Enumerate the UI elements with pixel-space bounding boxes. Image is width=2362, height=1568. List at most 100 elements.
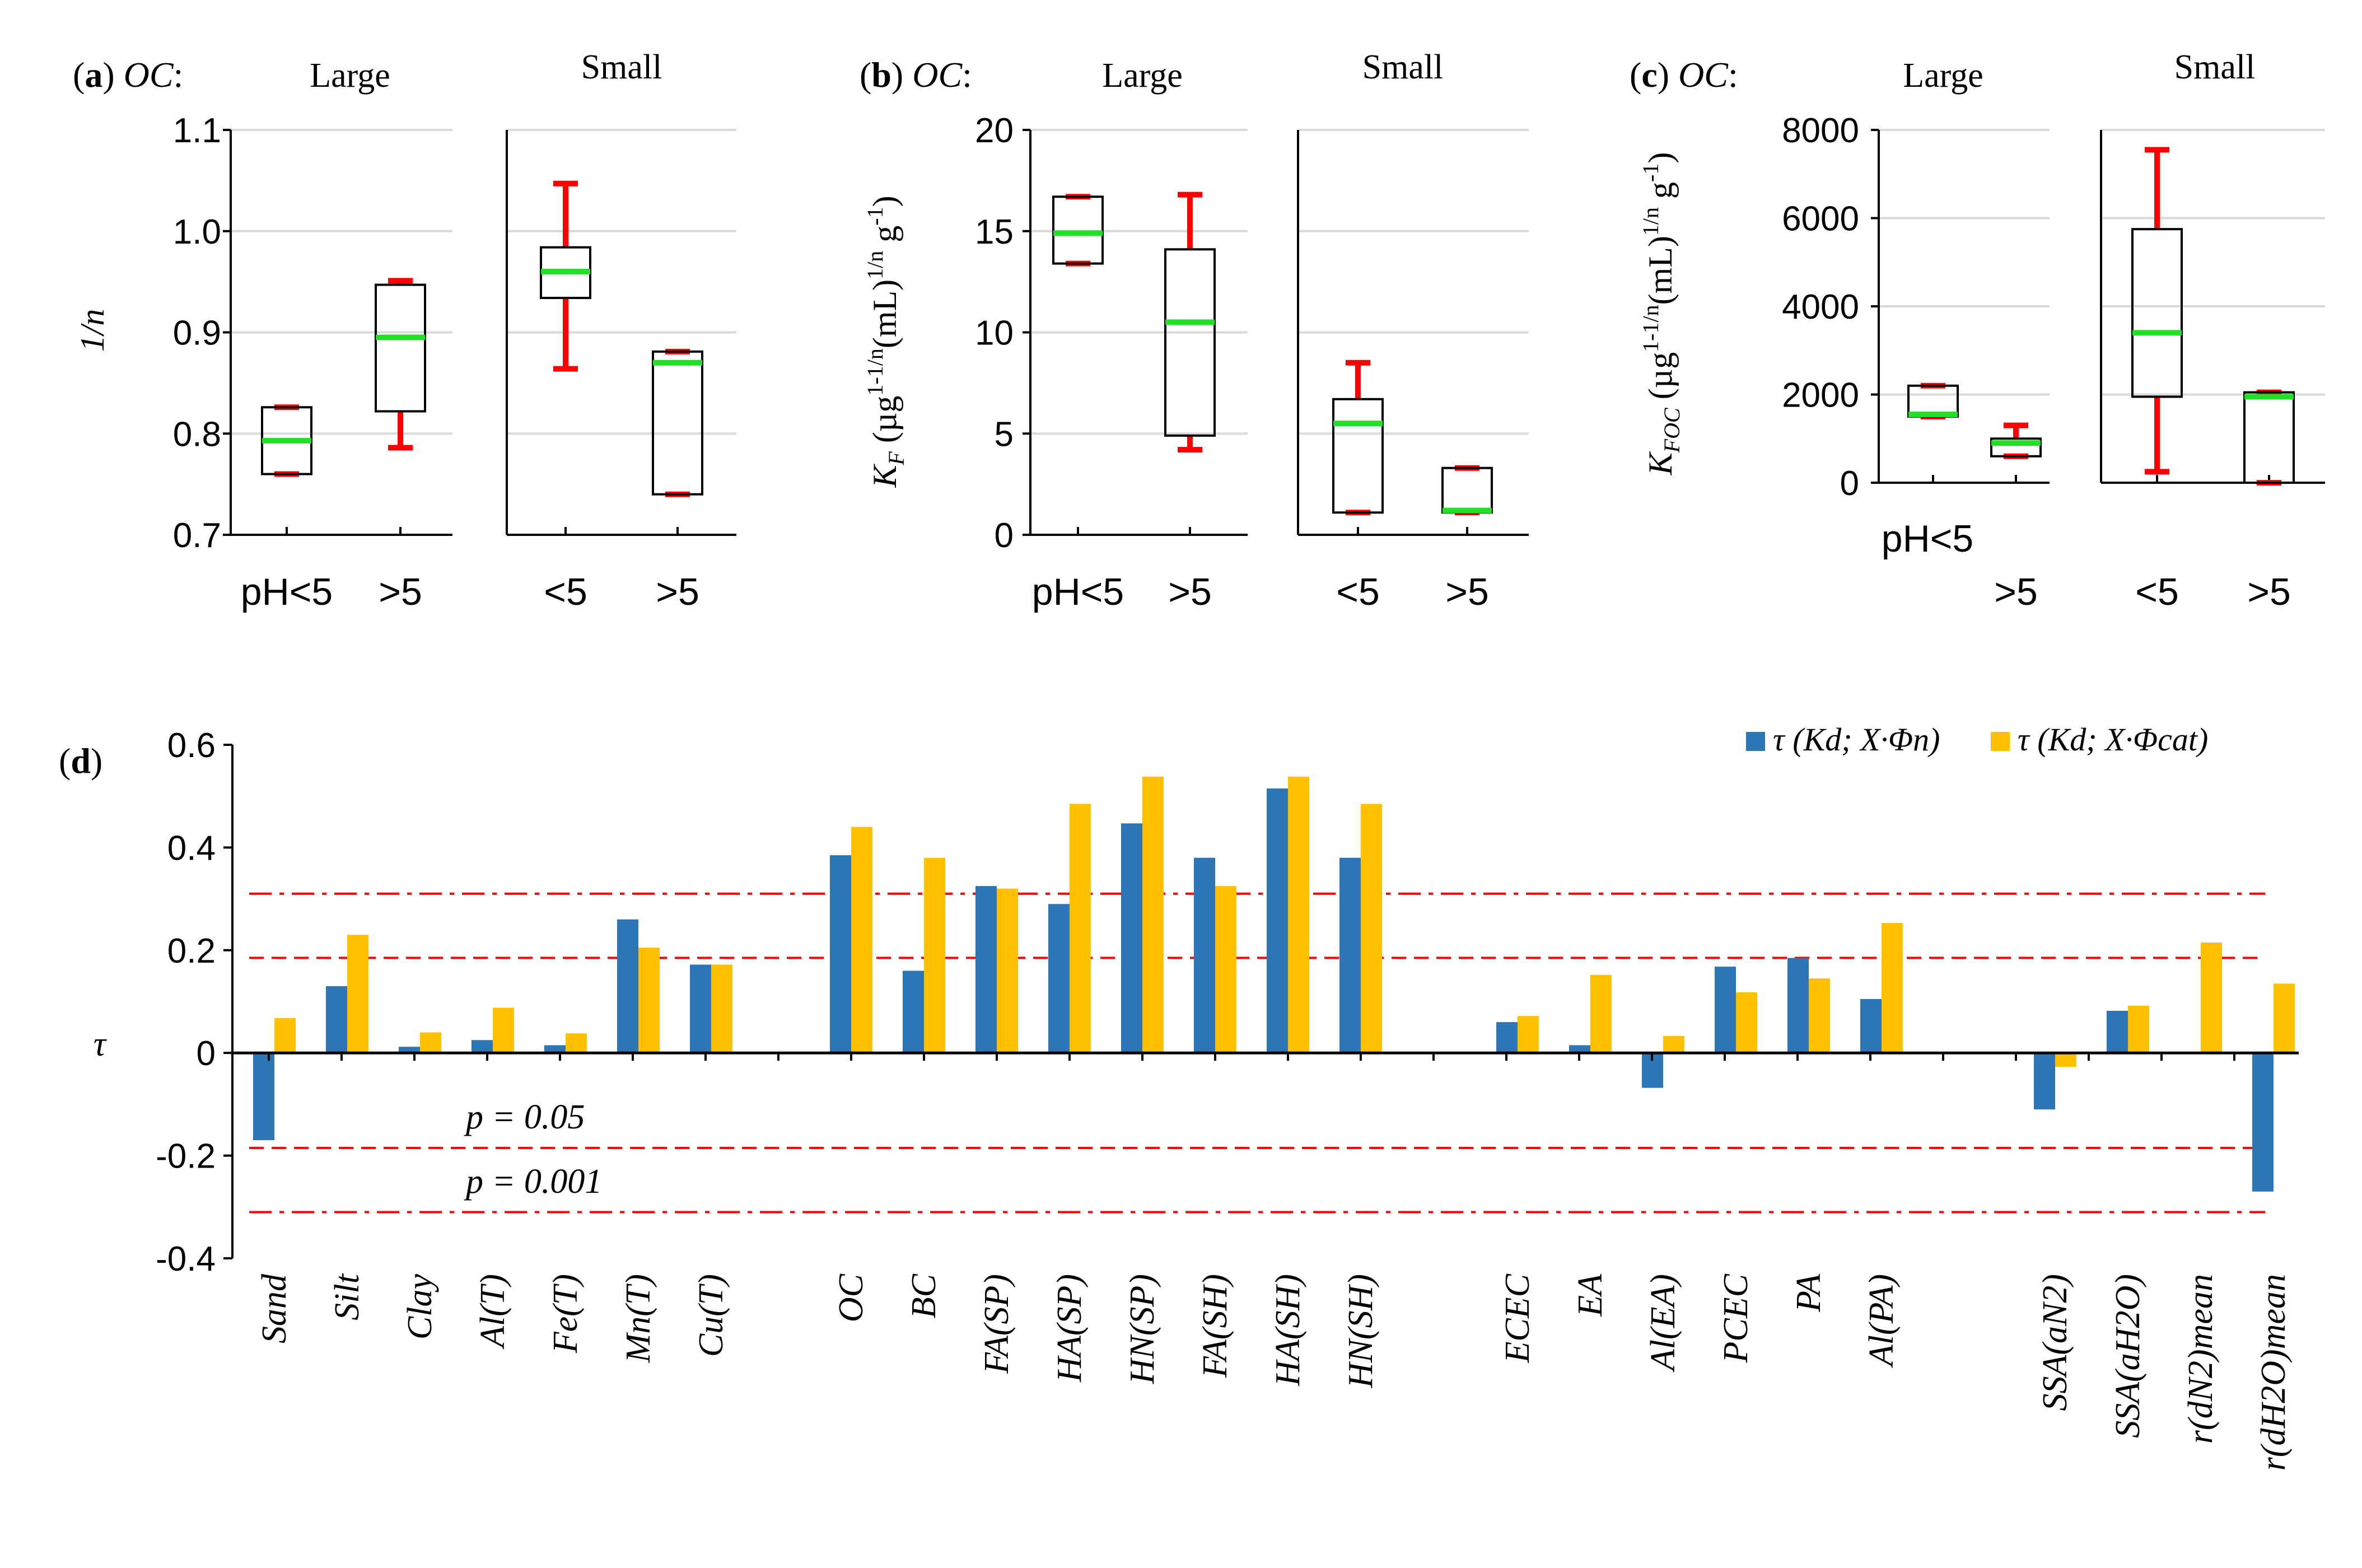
panel-c-xtick-label: pH<5 bbox=[1882, 517, 1973, 560]
panel-b-colon: : bbox=[962, 55, 972, 95]
bar-phi-cat bbox=[924, 857, 945, 1053]
bar-phi-n bbox=[903, 970, 924, 1053]
panel-c-xtick-label: <5 bbox=[2135, 571, 2179, 613]
panel-a-ytick-label: 1.1 bbox=[173, 111, 221, 150]
panel-a-label: a bbox=[85, 55, 102, 95]
bar-phi-n bbox=[1339, 857, 1361, 1053]
panel-a-xtick-label: pH<5 bbox=[241, 571, 333, 613]
category-label: Al(EA) bbox=[1644, 1274, 1682, 1373]
bar-phi-cat bbox=[2201, 942, 2222, 1053]
bar-phi-n bbox=[975, 886, 997, 1053]
panel-c-ylabel-close: ) bbox=[1642, 152, 1679, 164]
panel-b-ylabel-unit3: g bbox=[866, 226, 903, 251]
panel-c-ytick-label: 8000 bbox=[1782, 111, 1859, 150]
panel-b-ylabel-close: ) bbox=[866, 195, 903, 207]
bar-phi-cat bbox=[2128, 1005, 2149, 1053]
panel-a-paren-close: ) bbox=[102, 55, 123, 95]
panel-c-header: (c) OC: bbox=[1630, 55, 1738, 95]
panel-c-paren-close: ) bbox=[1658, 55, 1678, 95]
panel-c-header-prefix: OC bbox=[1678, 55, 1729, 95]
panel-c-ylabel-unit1: (µg bbox=[1642, 352, 1679, 408]
category-label: OC bbox=[832, 1273, 870, 1322]
box-iqr bbox=[1164, 248, 1216, 437]
panel-b-ytick-label: 15 bbox=[975, 213, 1014, 251]
category-label: r(dH2O)mean bbox=[2254, 1274, 2293, 1471]
panel-b-ylabel-k: K bbox=[866, 464, 903, 488]
legend-label-phi-n: τ (Kd; X·Φn) bbox=[1773, 721, 1940, 758]
category-label: Fe(T) bbox=[547, 1274, 585, 1354]
box-iqr bbox=[375, 283, 426, 413]
panel-b-ytick-label: 0 bbox=[995, 516, 1014, 555]
box-iqr bbox=[652, 350, 703, 496]
category-label: SSA(aH2O) bbox=[2109, 1274, 2147, 1438]
bar-phi-n bbox=[326, 986, 347, 1053]
category-label: PCEC bbox=[1717, 1273, 1755, 1363]
bar-phi-cat bbox=[274, 1018, 296, 1053]
panel-a-ytick-label: 0.8 bbox=[173, 415, 221, 454]
panel-c-paren-open: ( bbox=[1630, 55, 1641, 95]
panel-d-header: (d) bbox=[59, 741, 102, 781]
panel-b-ylabel-unit2: (mL) bbox=[866, 279, 903, 348]
panel-c-ylabel-sup3: -1 bbox=[1638, 164, 1663, 182]
panel-a-ytick-label: 1.0 bbox=[173, 213, 221, 251]
panel-d-ytick-label: 0.4 bbox=[167, 829, 216, 867]
category-label: Mn(T) bbox=[619, 1274, 657, 1363]
bar-phi-cat bbox=[997, 888, 1018, 1053]
significance-label-p0001: p = 0.001 bbox=[464, 1163, 602, 1201]
panel-d-ylabel: τ bbox=[94, 1025, 108, 1063]
panel-a-colon: : bbox=[174, 55, 184, 95]
category-label: r(dN2)mean bbox=[2182, 1274, 2220, 1444]
panel-a-header: (a) OC: bbox=[73, 55, 183, 95]
box-iqr bbox=[1990, 437, 2042, 458]
category-label: PA bbox=[1790, 1273, 1828, 1313]
panel-a-ylabel: 1/n bbox=[74, 309, 111, 352]
panel-d-ytick-label: 0.6 bbox=[167, 726, 216, 765]
category-label: Sand bbox=[255, 1273, 293, 1343]
panel-b-header: (b) OC: bbox=[860, 55, 972, 95]
panel-c-xtick-label: >5 bbox=[1994, 571, 2038, 613]
panel-b-xtick-label: <5 bbox=[1336, 571, 1380, 613]
category-label: SSA(aN2) bbox=[2036, 1274, 2074, 1411]
bar-phi-n bbox=[830, 855, 851, 1053]
legend-label-phi-cat: τ (Kd; X·Φcat) bbox=[2018, 721, 2208, 758]
bar-phi-n bbox=[472, 1040, 493, 1053]
panel-b-ytick-label: 5 bbox=[995, 415, 1014, 454]
category-label: Cu(T) bbox=[692, 1274, 730, 1357]
panel-d-ytick-label: -0.4 bbox=[156, 1240, 216, 1278]
panel-d-ytick-label: -0.2 bbox=[156, 1137, 216, 1176]
bar-phi-cat bbox=[711, 964, 732, 1053]
panel-c-ytick-label: 2000 bbox=[1782, 376, 1859, 415]
bar-phi-cat bbox=[420, 1032, 441, 1053]
panel-b-ylabel-unit1: (µg bbox=[866, 396, 903, 452]
panel-a-group-title: Large bbox=[310, 57, 390, 95]
panel-b-paren-open: ( bbox=[860, 55, 871, 95]
bar-phi-cat bbox=[1809, 978, 1830, 1053]
category-label: HA(SP) bbox=[1051, 1274, 1089, 1383]
panel-c-label: c bbox=[1641, 55, 1657, 95]
panel-a-ylabel-text: 1/n bbox=[74, 309, 111, 352]
bar-phi-n bbox=[1715, 967, 1736, 1053]
panel-c-ytick-label: 0 bbox=[1840, 464, 1859, 503]
category-label: HN(SP) bbox=[1123, 1274, 1161, 1384]
bar-phi-n bbox=[544, 1045, 566, 1053]
panel-d-ytick-label: 0 bbox=[197, 1034, 216, 1073]
panel-b-group-title: Large bbox=[1102, 57, 1182, 95]
panel-c-xtick-label: >5 bbox=[2247, 571, 2291, 613]
bar-phi-n bbox=[1267, 788, 1288, 1053]
category-label: ECEC bbox=[1499, 1273, 1537, 1363]
bar-phi-cat bbox=[1361, 804, 1382, 1053]
bar-phi-cat bbox=[1663, 1035, 1684, 1053]
panel-c-ylabel-unit2: (mL) bbox=[1642, 236, 1679, 305]
panel-c-ylabel-sub: FOC bbox=[1659, 407, 1684, 453]
panel-c-ylabel: KFOC (µg1-1/n(mL)1/n g-1) bbox=[1638, 152, 1684, 476]
box-iqr bbox=[2243, 391, 2295, 484]
bar-phi-cat bbox=[851, 827, 872, 1053]
bar-phi-cat bbox=[1288, 776, 1309, 1053]
panel-b-ylabel-sup2: 1/n bbox=[862, 251, 888, 279]
panel-c-group-title: Small bbox=[2174, 48, 2256, 86]
panel-b-ytick-label: 10 bbox=[975, 314, 1014, 353]
panel-b-xtick-label: >5 bbox=[1445, 571, 1489, 613]
panel-a-paren-open: ( bbox=[73, 55, 85, 95]
bar-phi-n bbox=[253, 1053, 274, 1141]
